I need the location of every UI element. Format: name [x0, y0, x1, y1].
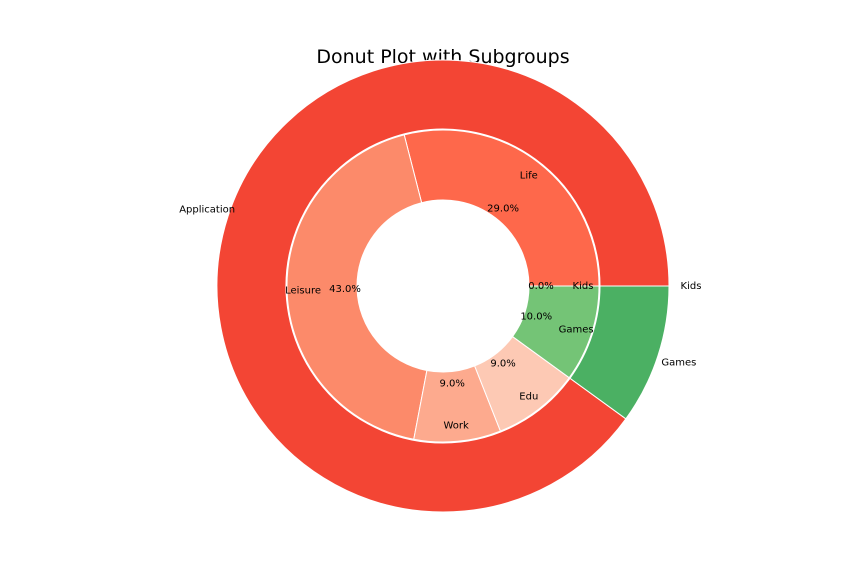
slice-labels: Application Games Kids Life 29.0% Leisure 43.0…	[179, 170, 701, 431]
inner_ring-pct-leisure: 43.0%	[329, 284, 361, 295]
outer_ring-slice-application	[216, 59, 670, 513]
inner_ring-pct-games: 10.0%	[520, 311, 552, 322]
inner_ring-slice-leisure	[286, 134, 428, 440]
inner_ring-pct-edu: 9.0%	[490, 358, 515, 369]
outer_ring-label-application: Application	[179, 204, 235, 215]
inner-ring	[286, 129, 600, 443]
inner_ring-pct-kids: 0.0%	[528, 281, 553, 292]
inner_ring-label-kids: Kids	[573, 281, 594, 292]
inner_ring-pct-work: 9.0%	[440, 379, 465, 390]
inner_ring-slice-games	[511, 285, 600, 379]
outer_ring-label-kids: Kids	[681, 281, 702, 292]
inner_ring-label-games: Games	[559, 324, 594, 335]
inner_ring-label-life: Life	[520, 170, 538, 181]
outer-ring	[216, 59, 670, 513]
inner_ring-label-leisure: Leisure	[285, 285, 321, 296]
inner_ring-label-edu: Edu	[519, 392, 538, 403]
outer_ring-label-games: Games	[661, 358, 696, 369]
outer_ring-slice-games	[569, 285, 670, 420]
inner_ring-pct-life: 29.0%	[487, 204, 519, 215]
inner_ring-label-work: Work	[444, 420, 470, 431]
inner_ring-slice-life	[403, 129, 600, 287]
chart-title: Donut Plot with Subgroups	[316, 46, 569, 68]
